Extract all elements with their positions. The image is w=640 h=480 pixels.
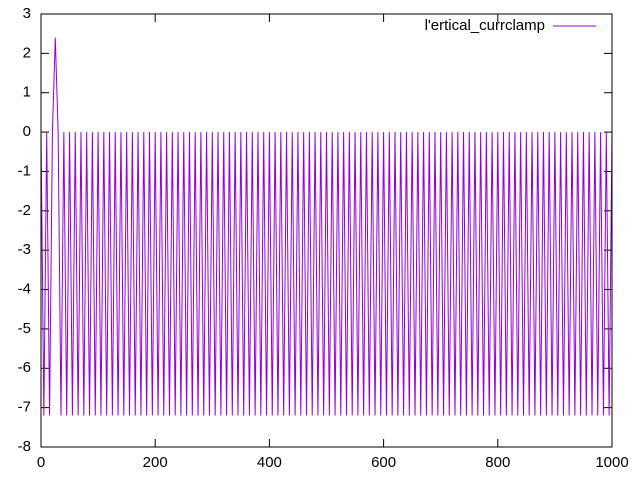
y-tick-label: -3 <box>18 241 31 258</box>
y-tick-label: -2 <box>18 202 31 219</box>
x-tick-label: 800 <box>485 454 510 471</box>
y-tick-label: 3 <box>23 5 31 22</box>
y-tick-label: -4 <box>18 281 31 298</box>
x-tick-label: 600 <box>371 454 396 471</box>
y-tick-label: -5 <box>18 320 31 337</box>
data-line <box>40 37 613 416</box>
y-tick-label: 2 <box>23 44 31 61</box>
y-tick-label: 1 <box>23 84 31 101</box>
legend-label: l'ertical_currclamp <box>425 17 545 34</box>
x-tick-label: 0 <box>37 454 45 471</box>
y-tick-label: -1 <box>18 162 31 179</box>
x-tick-label: 1000 <box>595 454 628 471</box>
y-tick-label: -7 <box>18 399 31 416</box>
x-tick-label: 400 <box>257 454 282 471</box>
y-tick-label: 0 <box>23 123 31 140</box>
y-tick-label: -6 <box>18 359 31 376</box>
y-tick-label: -8 <box>18 438 31 455</box>
x-tick-label: 200 <box>143 454 168 471</box>
plot-border <box>40 13 613 448</box>
